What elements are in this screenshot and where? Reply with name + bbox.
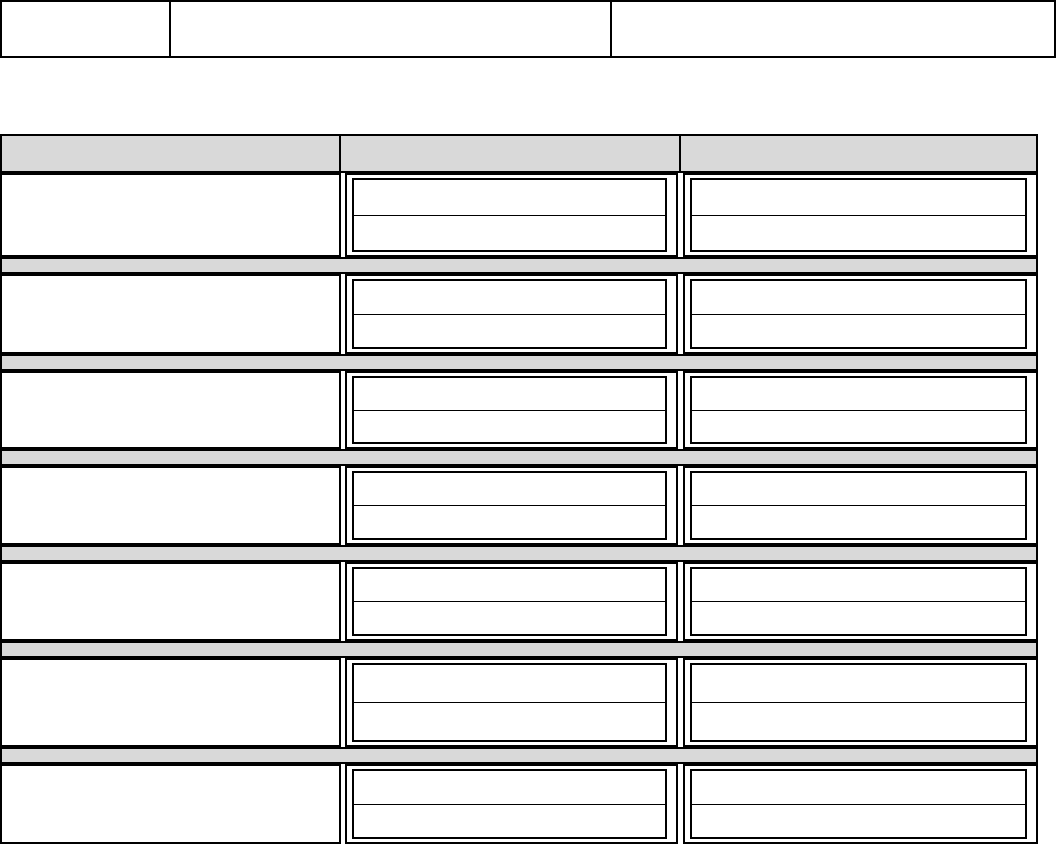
row-right-cell xyxy=(683,658,1038,747)
row-left-cell[interactable] xyxy=(0,274,341,354)
right-field-line-2[interactable] xyxy=(692,214,1025,251)
main-table xyxy=(0,134,1038,844)
row-left-cell[interactable] xyxy=(0,658,341,747)
row-left-cell[interactable] xyxy=(0,562,341,641)
section-divider-row xyxy=(0,641,1038,658)
row-right-cell xyxy=(683,274,1038,354)
column-header-cell-2 xyxy=(341,134,681,173)
middle-field-line-2[interactable] xyxy=(354,601,665,634)
row-right-cell xyxy=(683,371,1038,449)
middle-field-line-1[interactable] xyxy=(354,180,665,215)
right-field-line-2[interactable] xyxy=(692,313,1025,348)
right-field-group xyxy=(690,471,1027,540)
row-middle-cell xyxy=(345,764,678,844)
middle-field-line-2[interactable] xyxy=(354,505,665,538)
top-header-cell-1[interactable] xyxy=(0,0,171,58)
right-field-group xyxy=(690,769,1027,839)
row-left-cell[interactable] xyxy=(0,466,341,545)
section-divider-row xyxy=(0,449,1038,466)
middle-field-line-1[interactable] xyxy=(354,281,665,314)
right-field-group xyxy=(690,376,1027,444)
table-data-row xyxy=(0,562,1038,641)
row-middle-cell xyxy=(345,466,678,545)
row-middle-cell xyxy=(345,173,678,257)
row-right-cell xyxy=(683,466,1038,545)
middle-field-group xyxy=(352,663,667,742)
row-left-cell[interactable] xyxy=(0,371,341,449)
top-header-cell-3[interactable] xyxy=(612,0,1056,58)
middle-field-group xyxy=(352,178,667,252)
row-middle-cell xyxy=(345,371,678,449)
column-header-cell-3 xyxy=(681,134,1038,173)
middle-field-line-2[interactable] xyxy=(354,214,665,251)
right-field-line-1[interactable] xyxy=(692,473,1025,505)
right-field-group xyxy=(690,567,1027,636)
top-header-cell-2[interactable] xyxy=(171,0,612,58)
row-right-cell xyxy=(683,173,1038,257)
right-field-line-2[interactable] xyxy=(692,601,1025,634)
right-field-line-1[interactable] xyxy=(692,281,1025,314)
right-field-line-2[interactable] xyxy=(692,505,1025,538)
right-field-group xyxy=(690,279,1027,349)
right-field-line-2[interactable] xyxy=(692,803,1025,838)
row-right-cell xyxy=(683,764,1038,844)
middle-field-group xyxy=(352,471,667,540)
middle-field-line-1[interactable] xyxy=(354,473,665,505)
section-divider-row xyxy=(0,354,1038,371)
right-field-group xyxy=(690,663,1027,742)
right-field-group xyxy=(690,178,1027,252)
right-field-line-2[interactable] xyxy=(692,409,1025,443)
section-divider-row xyxy=(0,545,1038,562)
table-data-row xyxy=(0,371,1038,449)
middle-field-line-1[interactable] xyxy=(354,569,665,601)
table-data-row xyxy=(0,764,1038,844)
table-data-row xyxy=(0,658,1038,747)
right-field-line-1[interactable] xyxy=(692,665,1025,702)
section-divider-row xyxy=(0,747,1038,764)
middle-field-group xyxy=(352,376,667,444)
middle-field-line-2[interactable] xyxy=(354,409,665,443)
section-divider-row xyxy=(0,257,1038,274)
row-left-cell[interactable] xyxy=(0,764,341,844)
right-field-line-1[interactable] xyxy=(692,180,1025,215)
row-left-cell[interactable] xyxy=(0,173,341,257)
middle-field-group xyxy=(352,567,667,636)
middle-field-line-2[interactable] xyxy=(354,803,665,838)
table-data-row xyxy=(0,274,1038,354)
row-middle-cell xyxy=(345,562,678,641)
middle-field-line-2[interactable] xyxy=(354,702,665,740)
row-right-cell xyxy=(683,562,1038,641)
row-middle-cell xyxy=(345,658,678,747)
table-data-row xyxy=(0,466,1038,545)
middle-field-line-1[interactable] xyxy=(354,771,665,804)
main-table-body xyxy=(0,173,1038,844)
right-field-line-2[interactable] xyxy=(692,702,1025,740)
right-field-line-1[interactable] xyxy=(692,771,1025,804)
middle-field-line-1[interactable] xyxy=(354,665,665,702)
middle-field-line-1[interactable] xyxy=(354,378,665,410)
column-header-cell-1 xyxy=(0,134,341,173)
right-field-line-1[interactable] xyxy=(692,378,1025,410)
right-field-line-1[interactable] xyxy=(692,569,1025,601)
row-middle-cell xyxy=(345,274,678,354)
top-header-table xyxy=(0,0,1056,58)
middle-field-group xyxy=(352,279,667,349)
table-data-row xyxy=(0,173,1038,257)
middle-field-group xyxy=(352,769,667,839)
column-header-row xyxy=(0,134,1038,173)
middle-field-line-2[interactable] xyxy=(354,313,665,348)
